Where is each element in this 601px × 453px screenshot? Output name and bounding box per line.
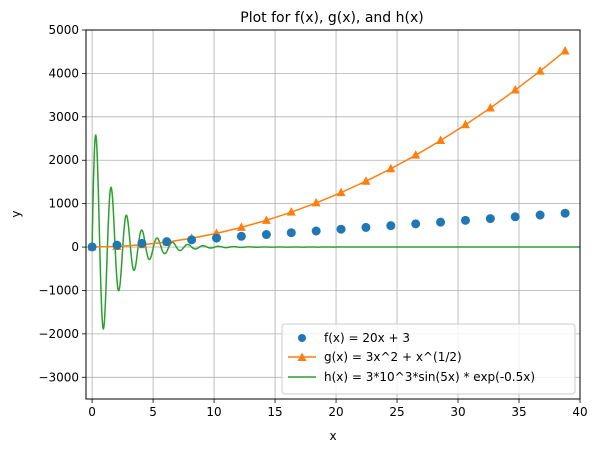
y-tick-label: −3000 bbox=[38, 370, 79, 384]
y-tick-label: 4000 bbox=[48, 66, 79, 80]
series-h-line bbox=[91, 133, 580, 331]
y-tick-label: −1000 bbox=[38, 283, 79, 297]
series-layer bbox=[87, 45, 580, 331]
series-f-point bbox=[535, 210, 545, 220]
series-g-point bbox=[436, 135, 446, 145]
series-g-point bbox=[535, 66, 545, 75]
legend-item-f: f(x) = 20x + 3 bbox=[298, 331, 410, 345]
series-f-point bbox=[286, 228, 296, 238]
y-tick-label: −2000 bbox=[38, 327, 79, 341]
series-g-point bbox=[411, 150, 421, 159]
series-f-point bbox=[386, 221, 396, 231]
series-g-point bbox=[336, 187, 346, 197]
x-tick-label: 15 bbox=[267, 405, 282, 419]
series-f-point bbox=[411, 219, 421, 229]
plot-frame bbox=[85, 29, 581, 400]
series-g-point bbox=[311, 197, 321, 207]
x-tick-label: 30 bbox=[450, 405, 465, 419]
x-tick-label: 40 bbox=[572, 405, 587, 419]
series-f-point bbox=[112, 240, 122, 250]
series-g-point bbox=[261, 215, 271, 224]
y-tick-label: 5000 bbox=[48, 23, 79, 37]
x-tick-label: 20 bbox=[328, 405, 343, 419]
series-g-point bbox=[560, 45, 570, 55]
y-tick-label: 2000 bbox=[48, 153, 79, 167]
series-g-point bbox=[361, 176, 371, 185]
series-f-point bbox=[261, 230, 271, 240]
series-f-point bbox=[311, 226, 321, 236]
series-f-point bbox=[436, 217, 446, 227]
series-g-point bbox=[510, 85, 520, 94]
series-g-point bbox=[236, 222, 246, 231]
x-tick-label: 5 bbox=[149, 405, 157, 419]
series-f-point bbox=[485, 214, 495, 224]
legend-item-h: h(x) = 3*10^3*sin(5x) * exp(-0.5x) bbox=[288, 370, 535, 384]
y-axis-label: y bbox=[9, 210, 23, 217]
legend-label-g: g(x) = 3x^2 + x^(1/2) bbox=[324, 350, 462, 364]
y-tick-label: 1000 bbox=[48, 197, 79, 211]
legend-marker-triangle-icon bbox=[297, 352, 307, 361]
series-f-point bbox=[187, 235, 197, 245]
legend-marker-circle-icon bbox=[298, 334, 306, 342]
series-f-point bbox=[560, 208, 570, 218]
y-tick-label: 0 bbox=[71, 240, 79, 254]
x-tick-label: 10 bbox=[206, 405, 221, 419]
legend-label-h: h(x) = 3*10^3*sin(5x) * exp(-0.5x) bbox=[324, 370, 535, 384]
legend: f(x) = 20x + 3 g(x) = 3x^2 + x^(1/2) h(x… bbox=[281, 323, 576, 395]
series-g-point bbox=[460, 119, 470, 129]
series-f-point bbox=[336, 224, 346, 234]
series-f-point bbox=[510, 212, 520, 222]
series-f-point bbox=[212, 233, 222, 243]
series-g-point bbox=[485, 102, 495, 112]
series-f-point bbox=[236, 231, 246, 241]
y-tick-label: 3000 bbox=[48, 110, 79, 124]
series-f-point bbox=[460, 215, 470, 225]
x-tick-label: 35 bbox=[511, 405, 526, 419]
x-tick-label: 25 bbox=[389, 405, 404, 419]
x-tick-label: 0 bbox=[88, 405, 96, 419]
legend-box bbox=[281, 323, 576, 395]
legend-item-g: g(x) = 3x^2 + x^(1/2) bbox=[288, 350, 462, 364]
series-f-point bbox=[87, 242, 97, 252]
series-f-point bbox=[162, 237, 172, 247]
series-f-point bbox=[361, 222, 371, 232]
x-axis-label: x bbox=[329, 429, 336, 443]
series-f-point bbox=[137, 238, 147, 248]
axis-ticks: 0 5 10 15 20 25 30 35 40 −3000 −2000 −1000 0 1000 2000… bbox=[38, 23, 587, 419]
series-g-point bbox=[286, 207, 296, 216]
series-g-point bbox=[386, 163, 396, 173]
legend-label-f: f(x) = 20x + 3 bbox=[324, 331, 410, 345]
chart-title: Plot for f(x), g(x), and h(x) bbox=[240, 10, 423, 26]
